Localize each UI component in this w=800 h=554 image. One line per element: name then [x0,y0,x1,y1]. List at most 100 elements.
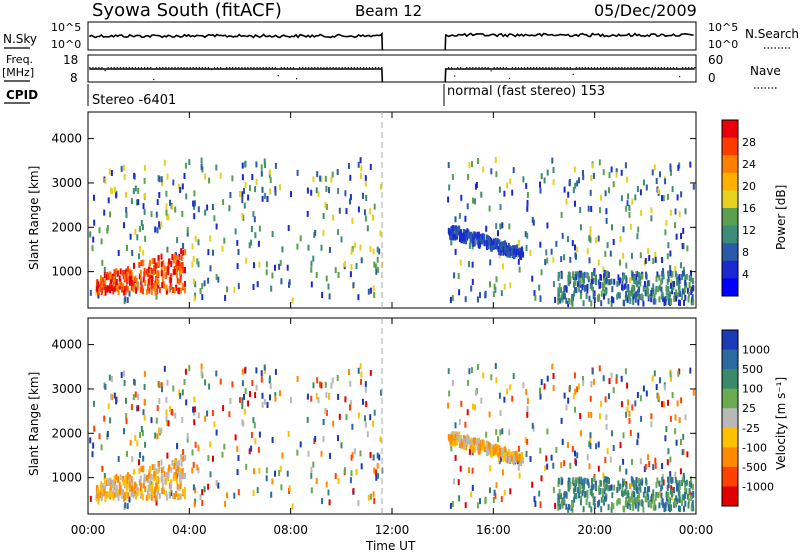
power-cell [111,284,114,291]
power-cell [586,248,589,255]
power-cell [193,295,196,302]
power-cell [209,265,212,272]
x-axis-label: Time UT [365,539,416,553]
velocity-cell [184,368,187,375]
power-cell [615,168,618,175]
velocity-cell [656,477,659,484]
velocity-cell [593,503,596,509]
velocity-cell [529,456,532,462]
power-cell [245,257,248,264]
velocity-cell [236,445,239,452]
velocity-cell [329,452,331,459]
nsky-tick-bottom: 10^0 [51,38,81,51]
velocity-cell [137,405,140,412]
velocity-cell [568,503,570,510]
power-cell [215,223,218,230]
velocity-cell [637,505,640,512]
velocity-cell [372,420,374,427]
velocity-cell [557,478,560,484]
velocity-cell [604,476,607,483]
velocity-cell [653,499,656,506]
velocity-cell [193,419,196,426]
power-cell [479,236,482,243]
velocity-cell [670,485,673,492]
power-cell [668,292,671,299]
power-cell [352,282,355,289]
power-cell [261,186,264,193]
velocity-cell [325,481,328,488]
velocity-cell [100,481,102,488]
power-cell [104,177,107,184]
power-cell [628,291,631,298]
power-cell [637,296,640,302]
velocity-cell [640,499,643,506]
power-cell [252,284,255,290]
nave-point [350,67,352,69]
power-cell [364,215,367,222]
velocity-cell [457,479,460,486]
velocity-cell [680,397,683,404]
velocity-cell [357,500,360,507]
power-cell [89,231,92,238]
velocity-cell [647,454,650,461]
velocity-cell [325,391,328,398]
power-cell [499,223,502,230]
velocity-cell [151,464,154,471]
velocity-cell [591,478,593,484]
power-cell [348,163,350,169]
velocity-cell [203,486,206,493]
velocity-cell [689,491,692,498]
velocity-cell [657,393,660,400]
velocity-cell [579,499,582,506]
velocity-cell [168,482,171,489]
power-cell [607,298,610,305]
velocity-cell [113,392,116,399]
velocity-cell [684,414,687,421]
power-cell [178,261,181,267]
velocity-cell [182,455,185,462]
velocity-cell [126,477,129,484]
velocity-cell [148,472,150,479]
power-cell [287,225,290,231]
power-cell [678,274,681,281]
power-cell [448,184,451,191]
velocity-cell [118,486,121,493]
velocity-cell [472,446,475,453]
power-cell [173,256,176,263]
velocity-cell [592,378,595,385]
power-cell [508,223,511,230]
velocity-cell [274,392,277,399]
velocity-cell [183,379,186,385]
power-cell [619,277,621,284]
velocity-cell [141,430,144,437]
velocity-cell [221,451,224,458]
velocity-cell [143,473,146,480]
velocity-cell [498,458,501,465]
velocity-cell [291,503,294,510]
velocity-cell [330,382,333,389]
velocity-cell [123,370,126,377]
velocity-cell [147,484,150,491]
power-cell [652,283,655,290]
power-cell [501,222,504,229]
power-cell [460,194,463,201]
power-cell [319,175,322,182]
power-cell [511,189,514,196]
velocity-cell [467,438,470,444]
velocity-cell [608,378,611,385]
velocity-cell [352,488,355,495]
velocity-cell [526,411,529,418]
velocity-cell [349,477,352,484]
power-cell [101,277,104,284]
power-cell [121,286,124,293]
power-cell [452,234,455,241]
velocity-cell [576,386,579,393]
power-cell [631,271,634,278]
nave-point [207,67,209,69]
power-cell [274,162,277,169]
power-cell [684,279,687,286]
power-cell [543,177,546,184]
velocity-cell [360,378,362,385]
power-cell [191,243,194,250]
velocity-cell [315,478,318,484]
